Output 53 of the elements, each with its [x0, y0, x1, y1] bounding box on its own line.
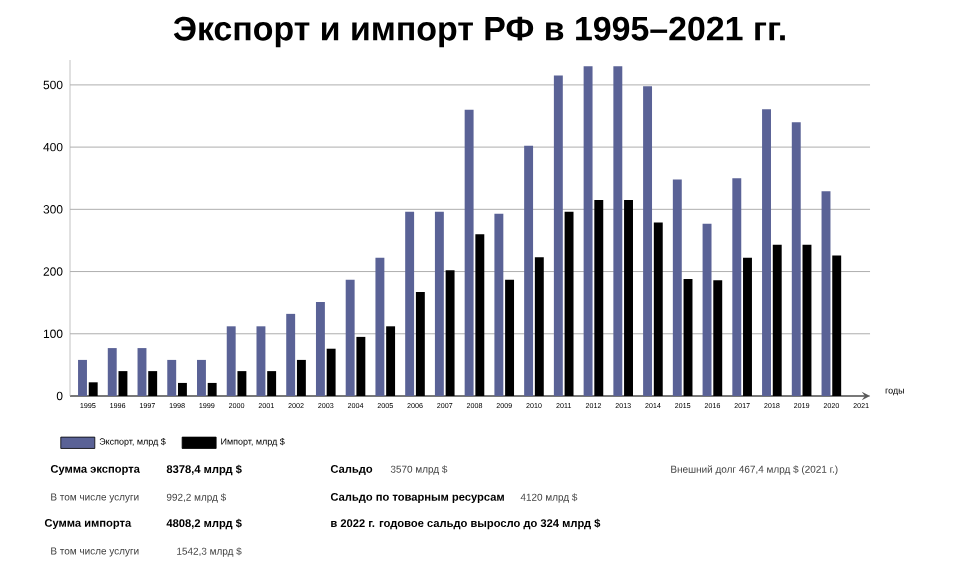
bar	[791, 122, 801, 396]
bar	[226, 326, 236, 396]
bar	[405, 211, 415, 396]
bar	[256, 326, 266, 396]
bar	[702, 223, 712, 396]
bar	[315, 302, 325, 396]
bar	[672, 179, 682, 396]
bar	[286, 313, 296, 396]
chart-title: Экспорт и импорт РФ в 1995–2021 гг.	[173, 16, 785, 48]
bar	[524, 145, 534, 396]
bar	[732, 178, 742, 396]
bar	[583, 66, 593, 396]
bar	[713, 280, 723, 396]
bar	[494, 213, 504, 396]
bar	[267, 371, 277, 396]
bar	[386, 326, 396, 396]
bar	[88, 382, 98, 396]
bar	[505, 279, 515, 396]
bar	[356, 336, 366, 396]
bar	[643, 86, 653, 396]
bar	[475, 234, 485, 396]
bar	[296, 359, 306, 396]
bar	[345, 279, 355, 396]
bar	[237, 371, 247, 396]
bar	[78, 359, 87, 396]
bar	[762, 109, 771, 396]
bar	[564, 211, 574, 396]
bar	[137, 348, 147, 396]
bar	[167, 359, 177, 396]
bar	[802, 244, 812, 396]
bar	[821, 191, 831, 396]
bar	[624, 200, 633, 396]
bar	[415, 292, 425, 396]
bar	[534, 257, 544, 396]
bar	[197, 359, 206, 396]
bar	[743, 257, 752, 396]
bar	[464, 109, 474, 396]
bar	[594, 200, 604, 396]
bar	[613, 66, 623, 396]
bar	[772, 244, 782, 396]
bar	[107, 348, 117, 396]
bar	[207, 382, 217, 396]
bar	[326, 348, 336, 396]
bar	[118, 371, 128, 396]
bar	[553, 75, 563, 396]
bar	[445, 270, 455, 396]
bar	[177, 382, 187, 396]
bar	[832, 255, 842, 396]
bar	[434, 211, 444, 396]
bar	[148, 371, 158, 396]
bar	[653, 222, 663, 396]
bar	[683, 279, 693, 396]
bar	[375, 257, 385, 396]
